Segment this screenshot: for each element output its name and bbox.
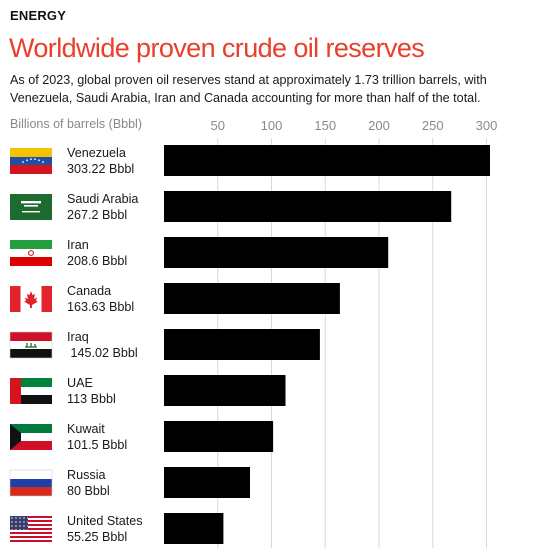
bar-saudi-arabia	[164, 191, 452, 222]
category-label-canada: Canada	[67, 284, 111, 298]
bar-kuwait	[164, 421, 274, 452]
bar-united-states	[164, 513, 224, 544]
bar-iran	[164, 237, 389, 268]
section-kicker: ENERGY	[10, 8, 67, 23]
united-states-flag-icon	[10, 516, 52, 542]
category-label-saudi-arabia: Saudi Arabia	[67, 192, 138, 206]
bar-venezuela	[164, 145, 490, 176]
category-label-venezuela: Venezuela	[67, 146, 126, 160]
bar-uae	[164, 375, 286, 406]
iran-flag-icon	[10, 240, 52, 266]
category-label-uae: UAE	[67, 376, 93, 390]
value-label-canada: 163.63 Bbbl	[67, 300, 134, 314]
chart-title: Worldwide proven crude oil reserves	[9, 33, 425, 63]
canada-flag-icon	[10, 286, 52, 312]
uae-flag-icon	[10, 378, 52, 404]
tick-label-200: 200	[368, 118, 390, 133]
value-label-united-states: 55.25 Bbbl	[67, 530, 127, 544]
bar-canada	[164, 283, 340, 314]
tick-label-250: 250	[422, 118, 444, 133]
value-label-iran: 208.6 Bbbl	[67, 254, 127, 268]
bar-russia	[164, 467, 250, 498]
value-label-russia: 80 Bbbl	[67, 484, 110, 498]
tick-label-150: 150	[314, 118, 336, 133]
tick-label-50: 50	[211, 118, 225, 133]
category-label-kuwait: Kuwait	[67, 422, 105, 436]
saudi-arabia-flag-icon	[10, 194, 52, 220]
kuwait-flag-icon	[10, 424, 52, 450]
category-label-iraq: Iraq	[67, 330, 89, 344]
category-label-united-states: United States	[67, 514, 143, 528]
category-label-iran: Iran	[67, 238, 89, 252]
value-label-saudi-arabia: 267.2 Bbbl	[67, 208, 127, 222]
chart-subtitle: As of 2023, global proven oil reserves s…	[10, 73, 487, 105]
tick-label-100: 100	[261, 118, 283, 133]
venezuela-flag-icon	[10, 148, 52, 174]
category-label-russia: Russia	[67, 468, 106, 482]
value-label-iraq: 145.02 Bbbl	[67, 346, 138, 360]
bar-iraq	[164, 329, 320, 360]
tick-label-300: 300	[476, 118, 498, 133]
value-label-kuwait: 101.5 Bbbl	[67, 438, 127, 452]
value-label-venezuela: 303.22 Bbbl	[67, 162, 134, 176]
russia-flag-icon	[9, 469, 53, 497]
axis-title: Billions of barrels (Bbbl)	[10, 117, 142, 131]
iraq-flag-icon	[9, 331, 53, 359]
value-label-uae: 113 Bbbl	[67, 392, 116, 406]
